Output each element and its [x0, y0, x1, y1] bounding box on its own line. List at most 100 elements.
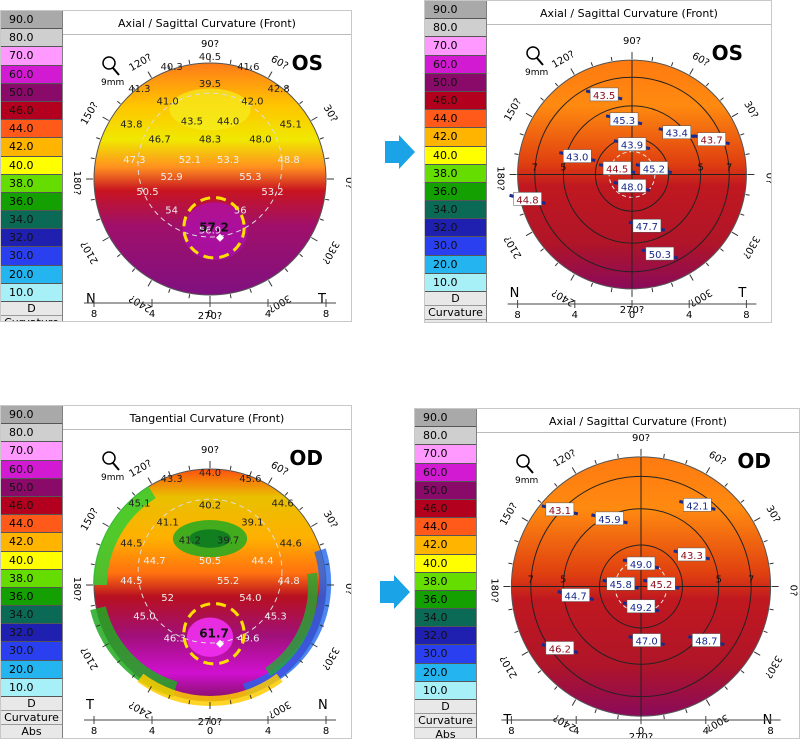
map-area: Axial / Sagittal Curvature (Front) OS 9mm 9… — [63, 11, 351, 321]
curvature-value: 42.8 — [267, 84, 289, 95]
scale-swatch: 90.0 — [415, 409, 476, 428]
nasal-label: N — [86, 292, 96, 307]
scale-swatch: 40.0 — [415, 554, 476, 573]
angle-label: 330? — [319, 645, 341, 672]
angle-label: 120? — [127, 52, 154, 74]
axis-tick-label: 8 — [767, 726, 773, 737]
ring-label: 5 — [560, 163, 566, 174]
scale-swatch: 42.0 — [425, 128, 486, 147]
ring-curvature-value: 48.7 — [695, 637, 717, 648]
zoom-icon[interactable] — [102, 56, 120, 76]
scale-swatch: 38.0 — [415, 572, 476, 591]
angle-label: 270? — [620, 305, 644, 316]
scale-footer-label: Abs — [425, 320, 486, 322]
topography-panel-od-before: 90.0 80.0 70.0 60.0 50.0 46.0 44.0 42.0 40.0 38.0… — [0, 405, 352, 739]
zoom-label: 9mm — [101, 78, 124, 88]
curvature-value: 44.0 — [199, 468, 221, 479]
angle-label: 150? — [79, 506, 101, 533]
scale-swatch: 90.0 — [1, 406, 62, 425]
map-area: Tangential Curvature (Front) OD 9mm 90? 60? 3… — [63, 406, 351, 738]
angle-label: 210? — [79, 239, 101, 266]
corneal-map: 9mm90?60?30?0?330?300?270?240?210?180?15… — [71, 445, 351, 737]
curvature-value: 55.2 — [217, 576, 239, 587]
curvature-value: 54.0 — [239, 593, 261, 604]
axis-tick-label: 0 — [638, 726, 644, 737]
ring-curvature-value: 45.9 — [598, 515, 620, 526]
nasal-label: N — [318, 698, 328, 713]
scale-swatch: 50.0 — [415, 481, 476, 500]
scale-swatch: 44.0 — [425, 110, 486, 129]
map-title: Axial / Sagittal Curvature (Front) — [487, 7, 771, 25]
ring-curvature-value: 48.0 — [621, 182, 643, 193]
zoom-icon[interactable] — [526, 46, 544, 66]
eye-label: OS — [711, 41, 743, 65]
eye-label: OD — [737, 449, 771, 473]
axis-tick-label: 8 — [91, 726, 97, 737]
zoom-icon[interactable] — [102, 451, 120, 471]
map-area: Axial / Sagittal Curvature (Front) OD 9mm 9… — [477, 409, 799, 738]
ring-curvature-value: 43.4 — [666, 129, 688, 140]
curvature-value: 39.7 — [217, 536, 239, 547]
scale-footer-label: D — [1, 697, 62, 711]
angle-label: 90? — [623, 36, 641, 47]
angle-label: 0? — [788, 585, 799, 597]
scale-swatch: 46.0 — [425, 91, 486, 111]
temporal-label: T — [502, 713, 511, 728]
curvature-value: 44.6 — [280, 539, 302, 550]
axis-tick-label: 8 — [323, 309, 329, 320]
ring-curvature-value: 43.1 — [549, 506, 571, 517]
ring-curvature-value: 44.8 — [516, 195, 538, 206]
curvature-value: 42.0 — [241, 96, 263, 107]
scale-swatch: 42.0 — [1, 138, 62, 157]
angle-label: 180? — [495, 166, 506, 190]
ring-curvature-value: 47.7 — [636, 222, 658, 233]
angle-label: 150? — [498, 501, 520, 528]
scale-swatch: 20.0 — [425, 255, 486, 274]
scale-swatch: 42.0 — [415, 536, 476, 555]
ring-curvature-value: 43.9 — [621, 141, 643, 152]
ring-curvature-value: 49.2 — [630, 603, 652, 614]
angle-label: 60? — [269, 54, 290, 73]
curvature-value: 41.2 — [179, 536, 201, 547]
ring-label: 5 — [560, 575, 566, 586]
cone-highlight-circle — [182, 196, 246, 260]
axis-tick-label: 4 — [573, 726, 579, 737]
curvature-value: 41.3 — [128, 84, 150, 95]
curvature-value: 40.5 — [199, 52, 221, 63]
scale-swatch: 32.0 — [1, 624, 62, 643]
zoom-label: 9mm — [515, 476, 538, 486]
scale-swatch: 70.0 — [1, 47, 62, 66]
color-scale: 90.0 80.0 70.0 60.0 50.0 46.0 44.0 42.0 40.0 38.0… — [415, 409, 477, 738]
scale-swatch: 44.0 — [1, 515, 62, 534]
scale-swatch: 46.0 — [1, 101, 62, 121]
scale-swatch: 80.0 — [1, 29, 62, 48]
ring-curvature-value: 47.0 — [636, 637, 658, 648]
angle-label: 210? — [503, 234, 525, 261]
curvature-value: 44.0 — [217, 116, 239, 127]
ring-curvature-value: 44.5 — [606, 165, 628, 176]
scale-swatch: 34.0 — [1, 606, 62, 625]
scale-swatch: 42.0 — [1, 533, 62, 552]
scale-swatch: 90.0 — [425, 1, 486, 20]
color-scale: 90.0 80.0 70.0 60.0 50.0 46.0 44.0 42.0 40.0 38.0… — [1, 406, 63, 738]
zoom-icon[interactable] — [516, 454, 534, 474]
ring-label: 7 — [748, 575, 754, 586]
angle-label: 120? — [550, 49, 577, 71]
scale-swatch: 20.0 — [1, 660, 62, 679]
scale-swatch: 90.0 — [1, 11, 62, 30]
scale-swatch: 60.0 — [415, 463, 476, 482]
scale-swatch: 34.0 — [1, 211, 62, 230]
scale-footer-label: Curvature — [425, 306, 486, 320]
curvature-value: 40.3 — [161, 62, 183, 73]
curvature-value: 53.2 — [261, 187, 283, 198]
curvature-value: 50.5 — [199, 556, 221, 567]
axis-tick-label: 0 — [207, 309, 213, 320]
curvature-value: 44.7 — [143, 556, 165, 567]
scale-swatch: 30.0 — [1, 247, 62, 266]
ring-label: 7 — [528, 575, 534, 586]
scale-swatch: 80.0 — [1, 424, 62, 443]
scale-swatch: 20.0 — [415, 663, 476, 682]
ring-curvature-value: 45.2 — [650, 580, 672, 591]
ring-curvature-value: 43.0 — [566, 153, 588, 164]
curvature-value: 48.8 — [278, 155, 300, 166]
